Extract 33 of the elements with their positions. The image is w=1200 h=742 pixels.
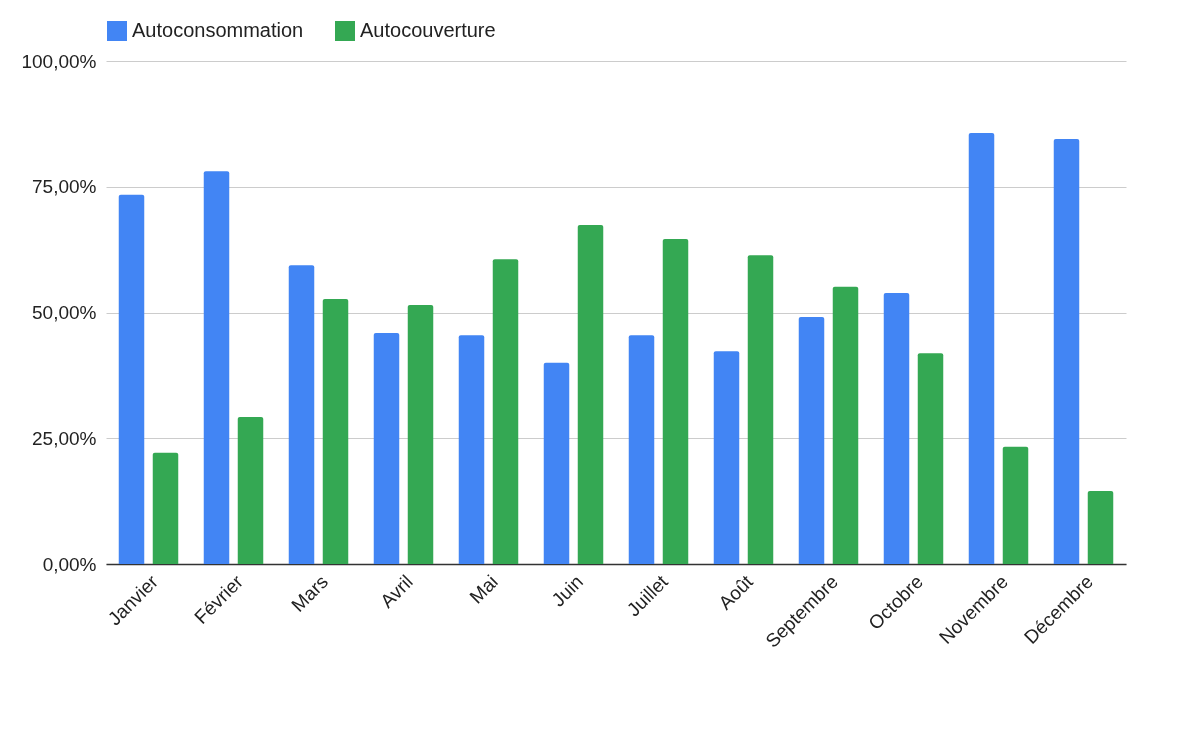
- y-tick-label: 100,00%: [21, 50, 97, 72]
- bar: [407, 304, 434, 564]
- y-tick-label: 25,00%: [32, 427, 97, 449]
- bar: [118, 194, 145, 564]
- bar: [1053, 138, 1080, 564]
- bar: [1087, 491, 1114, 564]
- bar: [577, 224, 604, 564]
- bar: [662, 239, 689, 564]
- bar: [798, 317, 825, 564]
- legend-label: Autocouverture: [360, 19, 496, 41]
- bar: [203, 171, 230, 564]
- bar: [832, 286, 859, 564]
- x-tick-label: Juin: [547, 571, 587, 611]
- bar: [747, 255, 774, 564]
- bar: [543, 362, 570, 564]
- bar: [373, 333, 400, 564]
- bar: [883, 292, 910, 564]
- y-tick-label: 50,00%: [32, 302, 97, 323]
- bar: [968, 132, 995, 564]
- bar: [458, 335, 485, 564]
- bar: [1002, 446, 1029, 564]
- bar: [713, 351, 740, 564]
- bar: [152, 452, 179, 564]
- bar: [322, 298, 349, 564]
- legend-label: Autoconsommation: [132, 19, 304, 41]
- bar: [628, 335, 655, 564]
- x-tick-label: Mai: [465, 571, 502, 608]
- bar: [492, 259, 519, 564]
- y-tick-label: 0,00%: [42, 553, 97, 575]
- bar: [237, 417, 264, 564]
- bar: [288, 265, 315, 564]
- y-tick-label: 75,00%: [32, 176, 97, 198]
- bar: [917, 353, 944, 564]
